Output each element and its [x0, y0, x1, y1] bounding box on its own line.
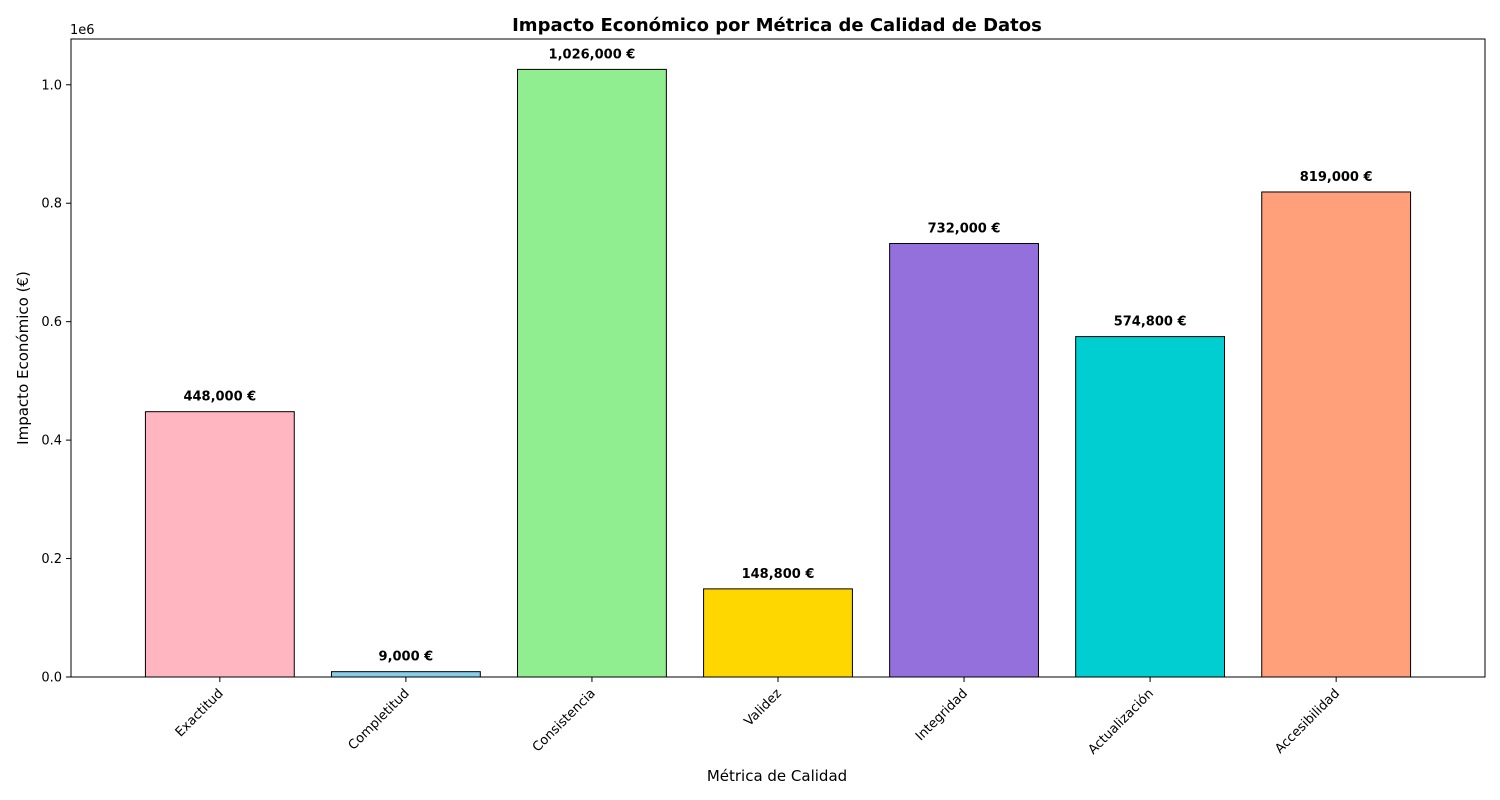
- bars-group: 448,000 € 9,000 € 1,026,000 € 148,800 € 732,…: [144, 47, 1412, 678]
- data-label: 732,000 €: [928, 221, 1001, 236]
- x-tick-label: Validez: [742, 686, 785, 729]
- x-tick-label: Completitud: [346, 686, 413, 753]
- x-tick-label: Integridad: [913, 686, 971, 744]
- x-tick-label: Consistencia: [530, 686, 599, 755]
- bar-accesibilidad: [1261, 191, 1412, 678]
- chart-title: Impacto Económico por Métrica de Calidad…: [512, 15, 1042, 36]
- x-axis: Exactitud Completitud Consistencia Validez I…: [173, 677, 1343, 758]
- data-label: 1,026,000 €: [549, 47, 636, 62]
- bar-consistencia: [517, 68, 667, 678]
- bar-exactitud: [144, 411, 295, 678]
- y-tick-label: 0.4: [41, 434, 62, 449]
- y-tick-label: 1.0: [41, 78, 62, 93]
- x-tick-label: Actualización: [1085, 686, 1156, 757]
- y-tick-label: 0.6: [41, 315, 62, 330]
- bar-validez: [703, 588, 853, 678]
- data-label: 148,800 €: [742, 567, 815, 582]
- data-label: 819,000 €: [1300, 170, 1373, 185]
- x-axis-label: Métrica de Calidad: [707, 767, 847, 785]
- data-label: 448,000 €: [183, 390, 256, 405]
- x-tick-label: Exactitud: [173, 686, 227, 740]
- y-tick-label: 0.2: [41, 552, 62, 567]
- y-tick-label: 0.0: [41, 671, 62, 686]
- plot-frame: [70, 38, 1486, 678]
- data-label: 574,800 €: [1114, 315, 1187, 330]
- y-axis-label: Impacto Económico (€): [14, 271, 32, 445]
- bar-completitud: [330, 671, 481, 678]
- y-axis-offset-text: 1e6: [70, 23, 95, 38]
- data-label: 9,000 €: [379, 650, 434, 665]
- bar-integridad: [889, 242, 1039, 678]
- x-tick-label: Accesibilidad: [1272, 686, 1343, 757]
- y-tick-label: 0.8: [41, 197, 62, 212]
- y-axis: 0.0 0.2 0.4 0.6 0.8 1.0: [41, 78, 71, 686]
- bar-actualización: [1075, 336, 1226, 678]
